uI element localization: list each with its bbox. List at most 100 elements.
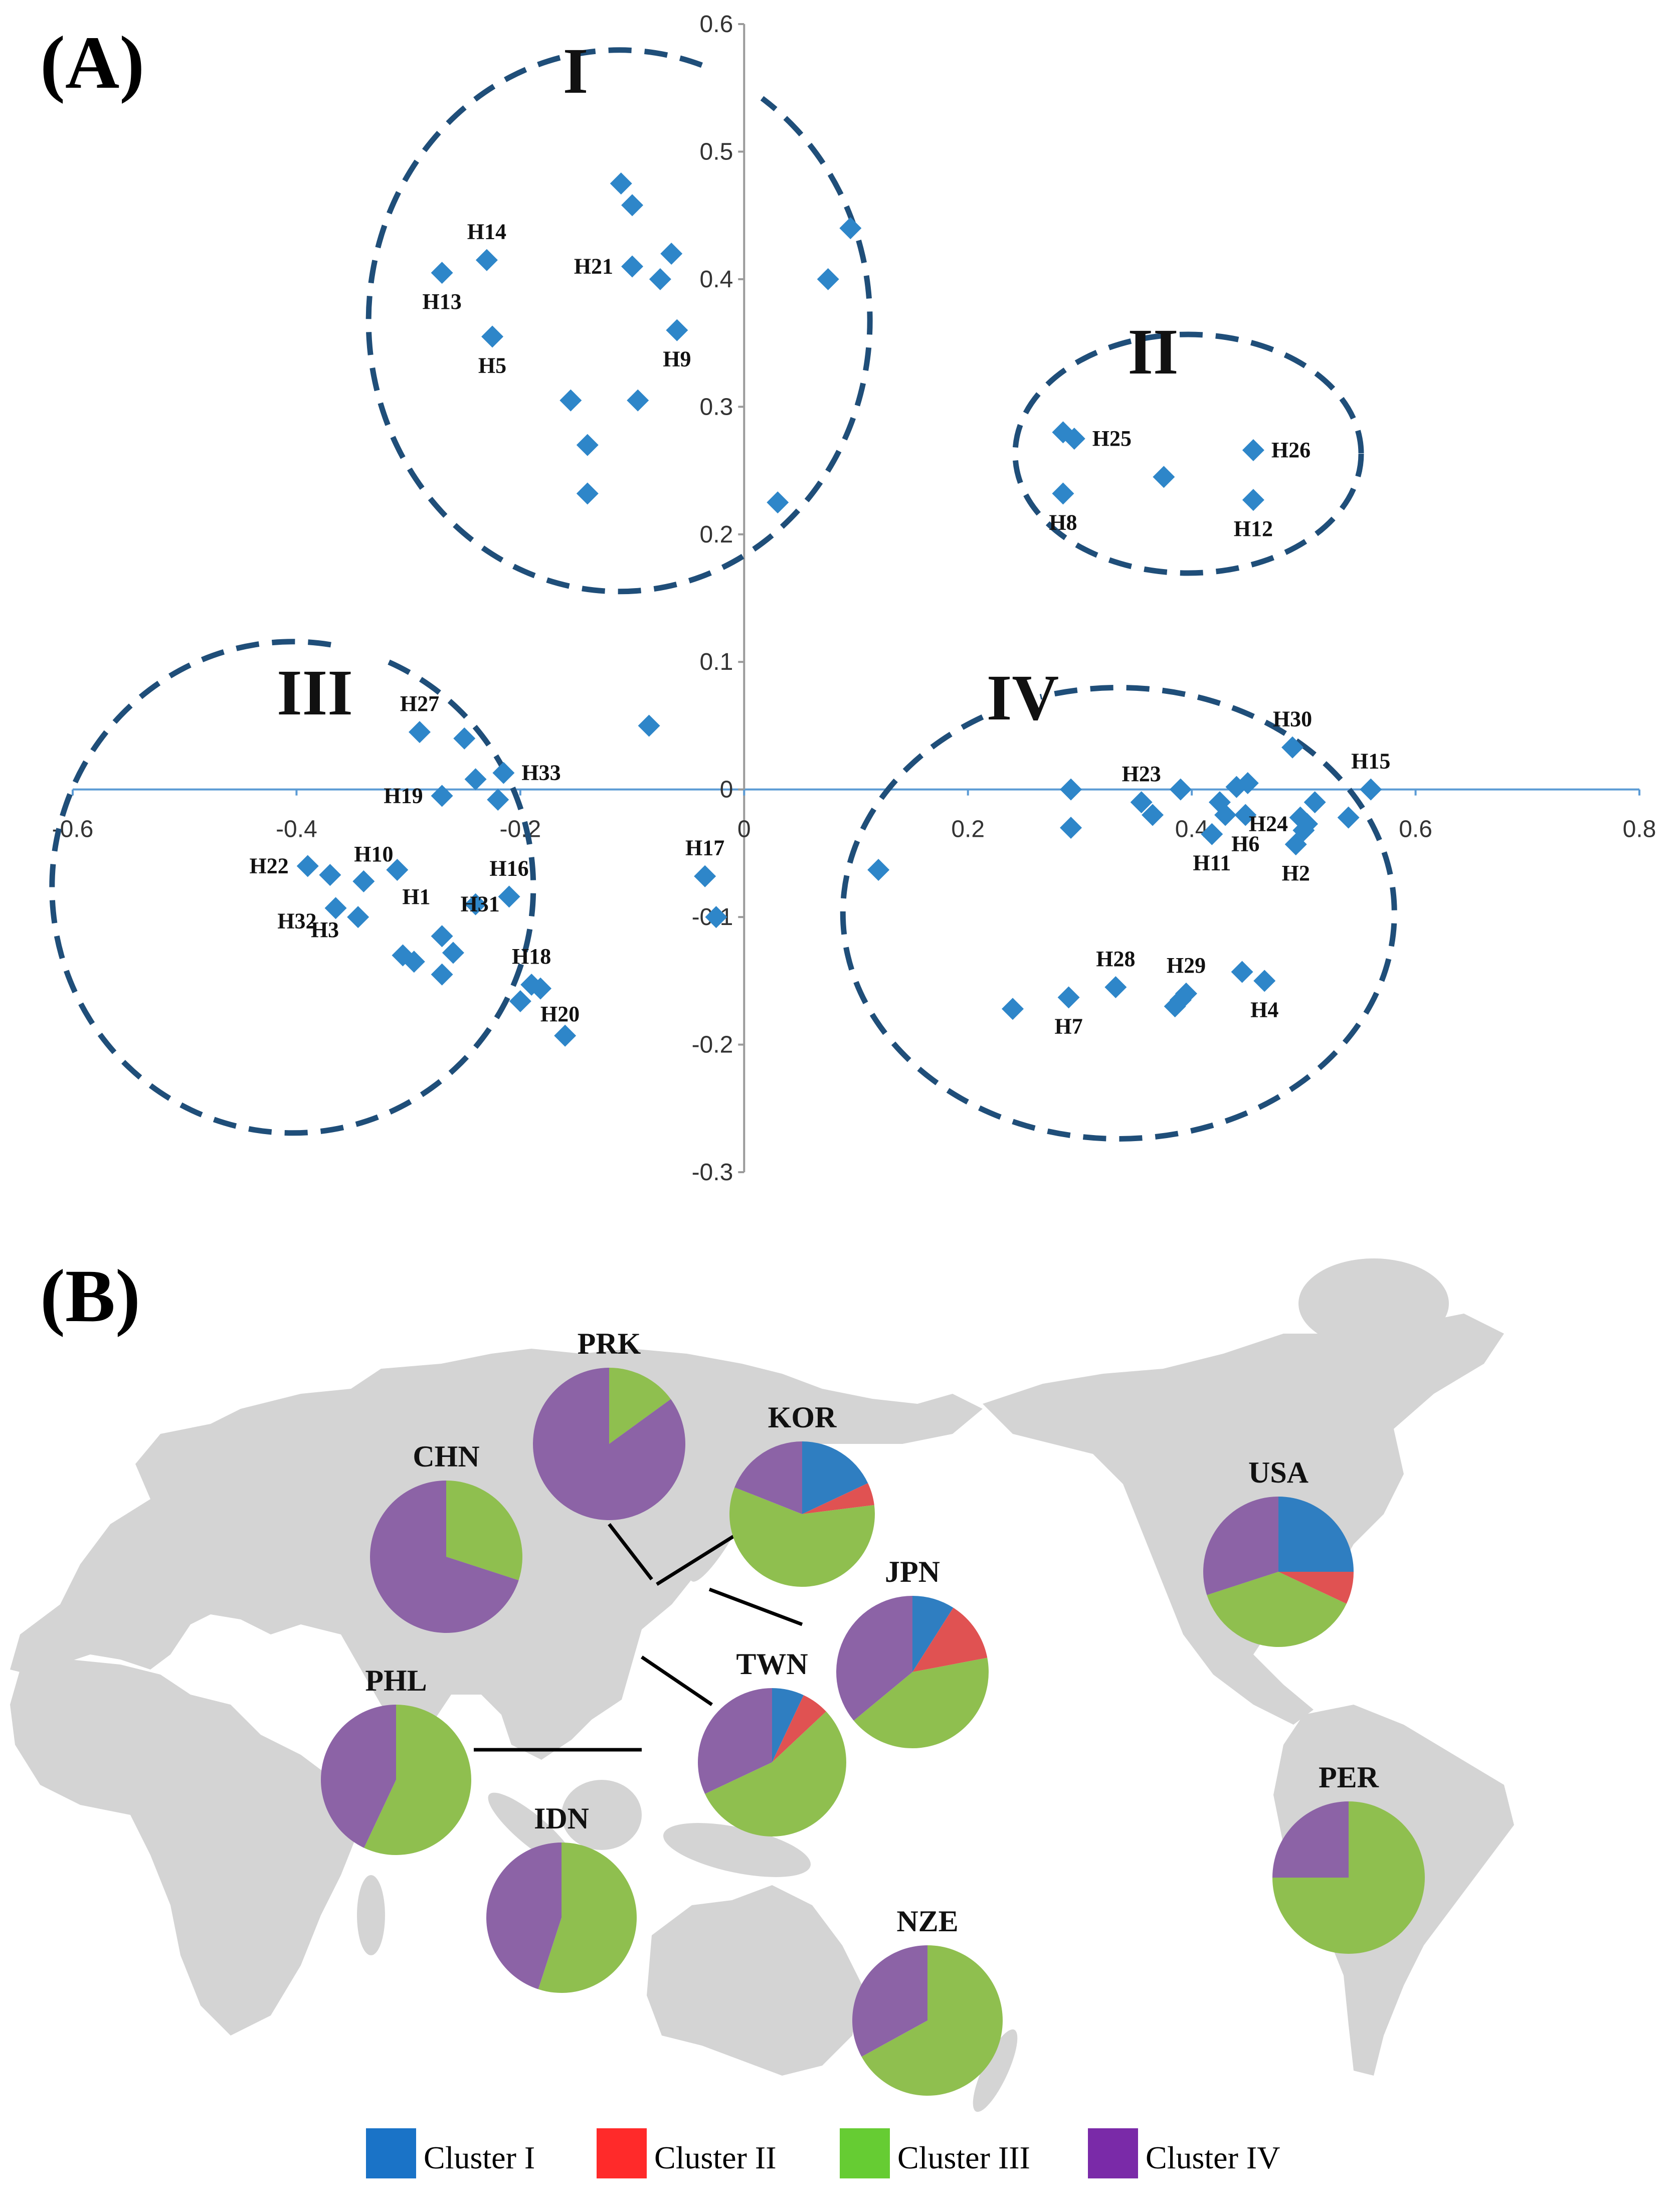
data-point [408,721,431,744]
x-tick-labels: -0.6 -0.4 -0.2 0 0.2 0.4 0.6 0.8 [52,789,1656,843]
data-point [347,906,369,929]
data-point [705,906,727,929]
point-label: H6 [1231,832,1259,856]
pie-slice [486,1843,562,1989]
map-borneo [562,1780,642,1850]
x-tick-label: -0.4 [276,816,317,843]
scatter-points [296,172,1382,1047]
data-point [1063,427,1085,450]
point-label: H2 [1282,861,1310,885]
pie-kor: KOR [729,1401,875,1587]
data-point [1142,804,1164,826]
connector-twn [641,1656,713,1706]
pie-slice [861,1945,1003,2096]
point-label: H33 [521,761,561,785]
point-label: H13 [422,289,461,314]
legend-swatch-cluster-iii [840,2128,890,2178]
data-point [554,1024,577,1047]
pie-slice [734,1441,802,1514]
data-point [352,870,375,892]
legend-label-cluster-iv: Cluster IV [1146,2140,1280,2175]
data-point [1002,998,1024,1020]
scatter-chart: 0.60.50.40.30.20.10-0.1-0.2-0.3 -0.6-0.4… [49,11,1656,1186]
data-point [839,217,862,240]
pie-slice [1272,1801,1349,1878]
pie-label: KOR [768,1401,837,1434]
legend: Cluster I Cluster II Cluster III Cluster… [366,2128,1280,2178]
cluster-label-iii: III [277,657,353,729]
data-point [529,977,552,1000]
data-point [621,255,644,278]
y-tick-label: 0 [720,777,733,803]
x-tick-label: -0.2 [499,816,541,843]
connector-kor [656,1533,738,1586]
pie-slice [1207,1572,1347,1647]
point-label: H27 [400,691,439,716]
data-point [1201,823,1223,845]
point-label: H14 [467,220,506,244]
point-label: H22 [250,853,289,878]
point-label: H15 [1351,749,1390,774]
pie-slice [364,1705,471,1855]
cluster-label-iv: IV [987,662,1059,734]
pie-prk: PRK [532,1327,685,1520]
pie-label: NZE [896,1905,958,1938]
pie-label: IDN [534,1802,589,1835]
pie-label: TWN [736,1647,808,1681]
map-madagascar [357,1875,385,1955]
data-point [1104,976,1127,999]
point-label: H9 [663,347,691,372]
map-new-zealand [973,2029,1018,2112]
data-point [1360,778,1382,801]
point-label: H24 [1249,811,1288,836]
pie-label: PER [1319,1761,1379,1794]
pie-slice [912,1607,988,1672]
data-point [627,389,649,412]
data-point [509,990,531,1013]
map-greenland [1298,1258,1449,1349]
pie-label: PRK [578,1327,641,1360]
legend-label-cluster-ii: Cluster II [654,2140,777,2175]
world-map [10,1258,1514,2112]
data-point [492,762,515,784]
data-point [431,262,453,284]
data-point [1057,986,1080,1009]
point-label: H28 [1096,947,1135,971]
pie-slice [729,1487,875,1587]
data-point [319,864,341,886]
point-label: H3 [311,917,339,942]
pie-slice [772,1688,804,1762]
pie-usa: USA [1203,1456,1354,1647]
pie-slice [538,1843,637,1993]
data-point [1242,439,1264,461]
pie-slice [321,1705,396,1848]
data-point [1175,982,1197,1005]
data-point [431,785,453,807]
pie-connectors [474,1523,803,1752]
data-point [1242,489,1264,511]
data-point [1153,466,1175,488]
map-australia [647,1885,862,2076]
data-point [817,268,839,290]
data-point [1169,778,1192,801]
data-point [867,858,890,881]
point-label: H20 [540,1002,580,1026]
y-tick-label: 0.3 [700,394,733,420]
data-point [453,727,476,750]
pie-slice [852,1945,927,2057]
pie-slice [772,1695,826,1762]
data-point [1060,778,1082,801]
data-point [431,925,453,948]
pie-slice [370,1481,519,1633]
x-tick-label: 0.8 [1623,816,1656,843]
pie-idn: IDN [486,1802,637,1993]
cluster-i-outline [365,47,873,595]
point-label: H30 [1273,707,1312,731]
point-label: H16 [489,856,528,880]
data-point [464,768,487,791]
data-point [296,855,319,877]
pie-chn: CHN [370,1440,522,1633]
pie-slice [1278,1572,1354,1604]
